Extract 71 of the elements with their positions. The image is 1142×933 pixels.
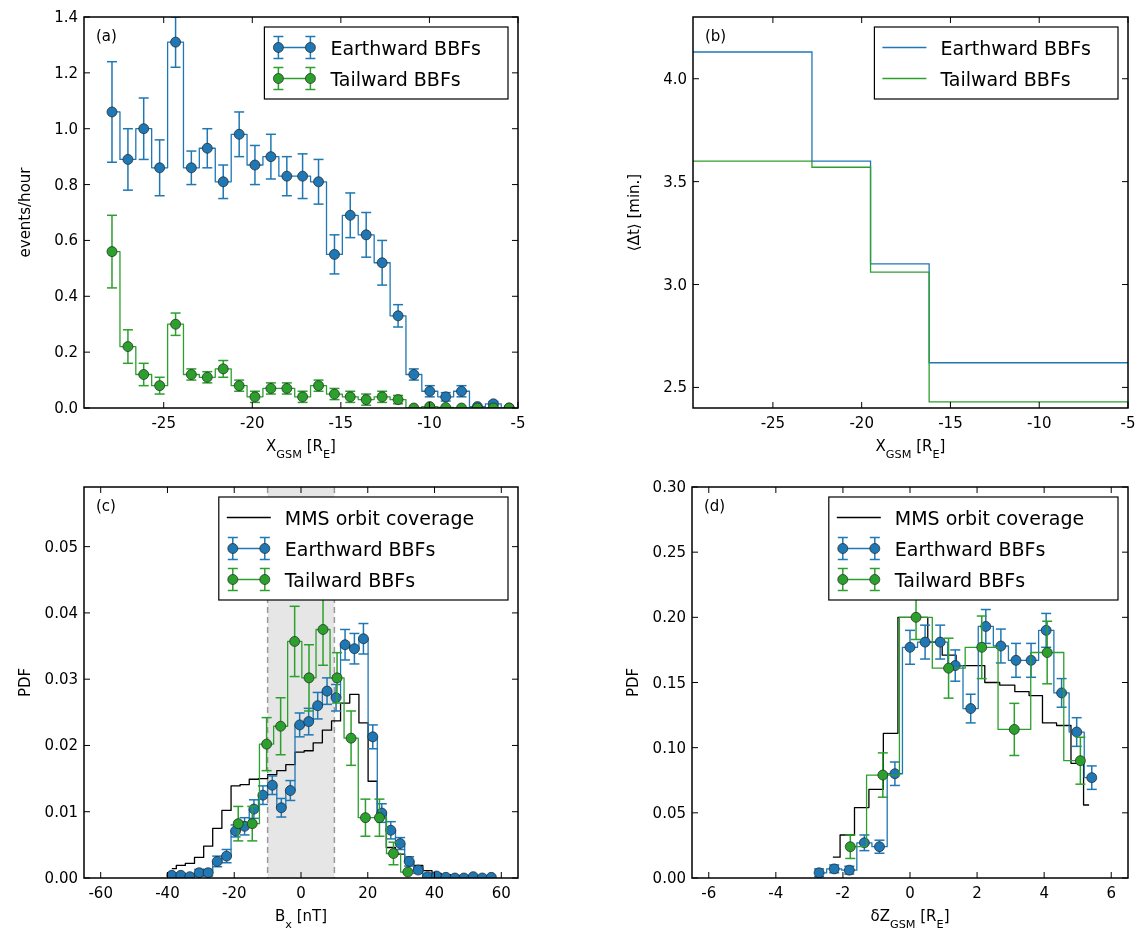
y-tick-label: 0.03 — [44, 670, 78, 689]
x-axis-title: δZ$_{GSM}$ [R$_{E}$] — [870, 907, 950, 931]
y-tick-label: 1.2 — [54, 63, 78, 82]
y-tick-label: 1.4 — [54, 8, 78, 26]
y-tick-label: 2.5 — [663, 378, 687, 397]
y-tick-label: 0.00 — [44, 869, 78, 887]
legend-label: Earthward BBFs — [284, 537, 436, 560]
annotation: (c) — [96, 497, 116, 515]
x-tick-label: -60 — [88, 884, 113, 902]
x-axis-title: X$_{GSM}$ [R$_{E}$] — [266, 437, 336, 461]
legend-label: MMS orbit coverage — [894, 506, 1085, 529]
x-tick-label: -10 — [417, 414, 442, 432]
annotation: (b) — [705, 27, 727, 45]
x-tick-label: -40 — [155, 884, 180, 902]
x-tick-label: -10 — [1026, 414, 1052, 432]
x-tick-label: 20 — [358, 884, 378, 902]
y-tick-label: 0.20 — [652, 608, 686, 627]
x-tick-label: -20 — [221, 884, 247, 902]
y-axis-title: events/hour — [16, 166, 34, 258]
x-tick-label: 4 — [1039, 884, 1049, 902]
y-axis-title: PDF — [16, 667, 34, 698]
y-axis-title: ⟨Δt⟩ [min.] — [625, 173, 643, 252]
x-tick-label: 2 — [972, 884, 982, 902]
y-tick-label: 1.0 — [54, 119, 78, 138]
x-tick-label: -6 — [701, 884, 717, 902]
y-tick-label: 0.0 — [54, 399, 78, 417]
y-tick-label: 0.2 — [54, 343, 78, 362]
x-tick-label: -15 — [328, 414, 354, 432]
y-tick-label: 0.10 — [652, 738, 686, 757]
y-tick-label: 0.02 — [44, 736, 78, 755]
x-tick-label: 0 — [905, 884, 915, 902]
y-tick-label: 0.01 — [44, 802, 78, 821]
y-tick-label: 0.25 — [652, 543, 686, 562]
x-tick-label: 60 — [491, 884, 511, 902]
y-tick-label: 0.4 — [54, 287, 78, 306]
y-tick-label: 0.05 — [44, 537, 78, 556]
legend-label: Earthward BBFs — [330, 36, 482, 59]
y-tick-label: 0.8 — [54, 175, 78, 194]
y-tick-label: 0.00 — [652, 869, 686, 887]
legend-label: Earthward BBFs — [894, 537, 1046, 560]
x-tick-label: -20 — [240, 414, 265, 432]
y-axis-title: PDF — [624, 667, 642, 698]
x-axis-title: X$_{GSM}$ [R$_{E}$] — [875, 437, 946, 461]
legend-label: Tailward BBFs — [893, 568, 1026, 591]
x-tick-label: 6 — [1106, 884, 1116, 902]
x-tick-label: 0 — [296, 884, 306, 902]
y-tick-label: 4.0 — [663, 69, 687, 88]
x-axis-title: B$_{x}$ [nT] — [274, 907, 328, 931]
x-tick-label: -2 — [835, 884, 851, 902]
x-tick-label: -5 — [1120, 414, 1136, 432]
x-tick-label: -25 — [760, 414, 786, 432]
y-tick-label: 0.04 — [44, 603, 78, 622]
x-tick-label: -15 — [938, 414, 963, 432]
x-tick-label: 40 — [424, 884, 445, 902]
y-tick-label: 3.5 — [663, 172, 687, 191]
x-tick-label: -25 — [151, 414, 176, 432]
legend-label: Tailward BBFs — [283, 568, 416, 591]
x-tick-label: -20 — [849, 414, 874, 432]
y-tick-label: 0.15 — [652, 673, 686, 692]
legend-label: Tailward BBFs — [939, 67, 1071, 90]
x-tick-label: -4 — [768, 884, 784, 902]
legend-label: MMS orbit coverage — [284, 506, 475, 529]
legend-label: Tailward BBFs — [329, 67, 461, 90]
y-tick-label: 0.05 — [652, 803, 686, 822]
legend-label: Earthward BBFs — [940, 36, 1092, 59]
y-tick-label: 0.6 — [54, 231, 78, 250]
y-tick-label: 3.0 — [663, 275, 687, 294]
y-tick-label: 0.30 — [652, 478, 686, 496]
annotation: (a) — [96, 27, 117, 45]
annotation: (d) — [704, 497, 726, 515]
x-tick-label: -5 — [510, 414, 526, 432]
